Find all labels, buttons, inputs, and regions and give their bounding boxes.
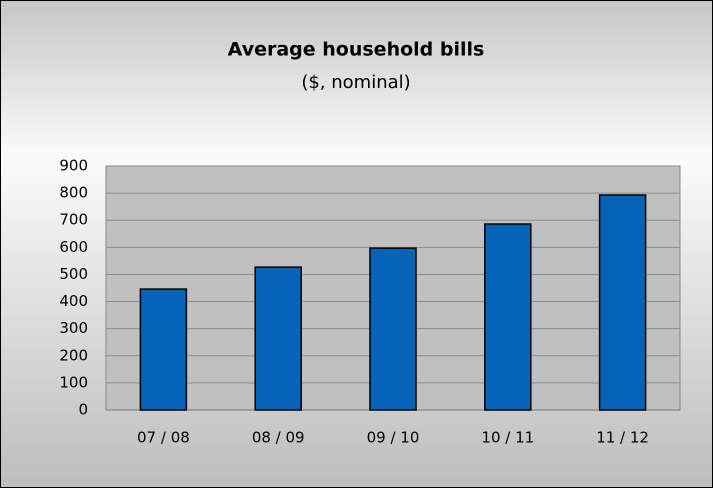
y-tick-label: 300: [59, 319, 88, 337]
bar: [139, 288, 188, 411]
chart-title: Average household bills: [228, 39, 485, 61]
y-tick-label: 600: [59, 238, 88, 256]
y-tick-label: 800: [59, 184, 88, 202]
x-tick-label: 11 / 12: [596, 429, 649, 447]
x-tick-label: 08 / 09: [252, 429, 305, 447]
x-tick-label: 10 / 11: [481, 429, 534, 447]
y-tick-label: 100: [59, 373, 88, 391]
y-tick-label: 900: [59, 157, 88, 175]
y-tick-label: 500: [59, 265, 88, 283]
y-tick-label: 0: [78, 401, 88, 419]
y-tick-label: 400: [59, 292, 88, 310]
y-tick-label: 200: [59, 346, 88, 364]
bar: [254, 266, 302, 411]
x-tick-label: 09 / 10: [367, 429, 420, 447]
bar: [484, 223, 532, 411]
y-tick-label: 700: [59, 211, 88, 229]
chart-subtitle: ($, nominal): [301, 72, 410, 93]
x-tick-label: 07 / 08: [137, 429, 190, 447]
bar: [369, 247, 417, 411]
bar: [598, 194, 647, 411]
